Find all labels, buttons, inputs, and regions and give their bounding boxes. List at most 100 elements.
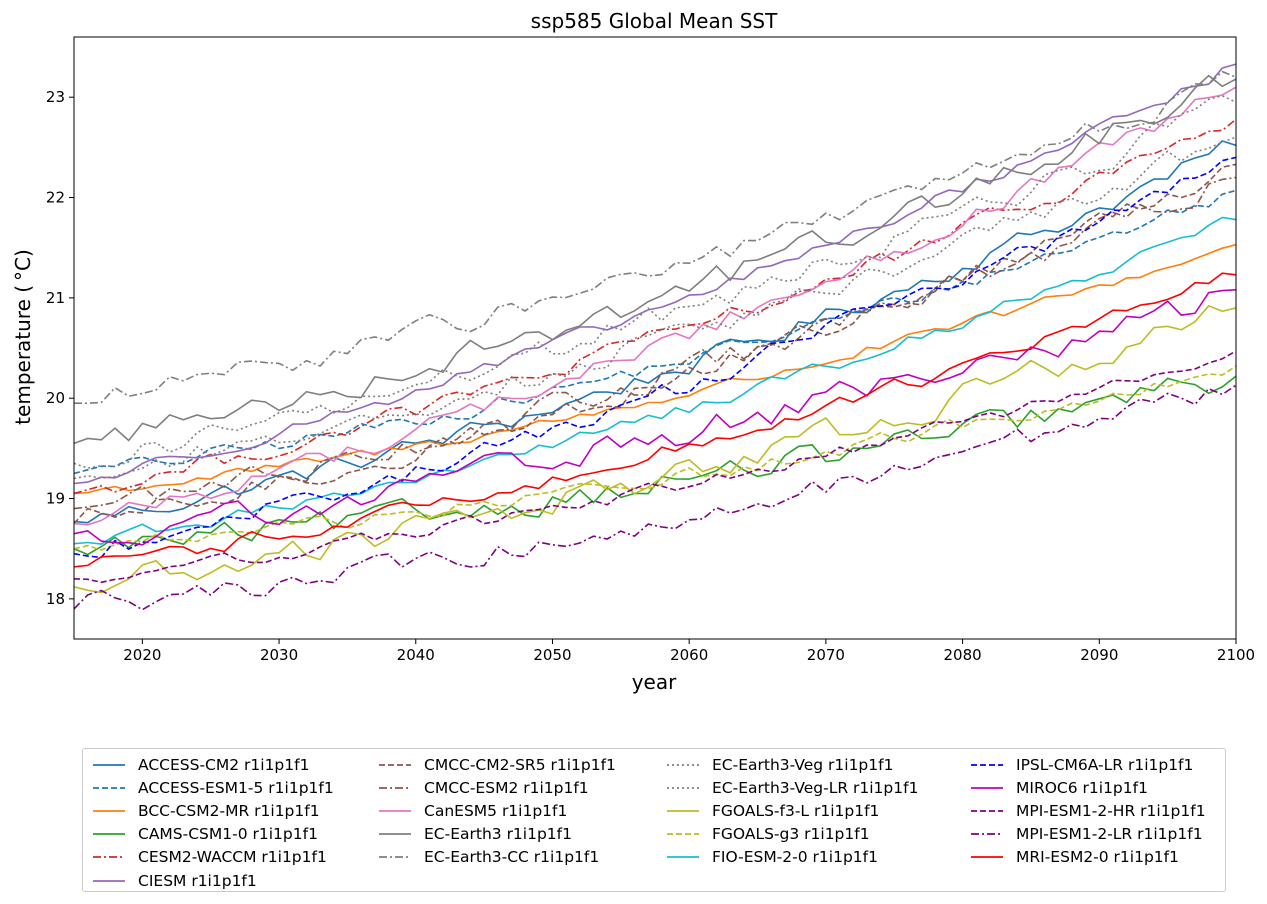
legend-swatch xyxy=(93,810,125,812)
legend-label: EC-Earth3-Veg-LR r1i1p1f1 xyxy=(712,778,919,797)
legend-entry: EC-Earth3-Veg-LR r1i1p1f1 xyxy=(667,776,918,799)
legend-swatch xyxy=(971,856,1003,859)
legend-entry: FIO-ESM-2-0 r1i1p1f1 xyxy=(667,846,918,869)
legend-label: CESM2-WACCM r1i1p1f1 xyxy=(138,848,327,867)
legend-entry: ACCESS-CM2 r1i1p1f1 xyxy=(93,753,334,776)
legend-entry: CanESM5 r1i1p1f1 xyxy=(379,799,616,822)
series-line-cmcc-esm2-r1i1p1f1 xyxy=(74,176,1236,510)
legend-column: CMCC-CM2-SR5 r1i1p1f1 CMCC-ESM2 r1i1p1f1 C… xyxy=(379,753,616,869)
legend-swatch xyxy=(379,786,411,789)
x-tick-label: 2090 xyxy=(1080,646,1118,664)
chart: ssp585 Global Mean SST year temperature … xyxy=(11,9,1255,694)
series-line-ipsl-cm6a-lr-r1i1p1f1 xyxy=(74,156,1236,559)
legend-swatch xyxy=(379,856,411,859)
series-line-cesm2-waccm-r1i1p1f1 xyxy=(74,118,1236,495)
series-line-mri-esm2-0-r1i1p1f1 xyxy=(74,272,1236,568)
legend-swatch xyxy=(379,810,411,812)
legend-label: CAMS-CSM1-0 r1i1p1f1 xyxy=(138,825,318,844)
x-tick-label: 2050 xyxy=(533,646,571,664)
legend-swatch xyxy=(667,786,699,789)
legend-entry: MPI-ESM1-2-HR r1i1p1f1 xyxy=(971,799,1206,822)
legend-entry: EC-Earth3-CC r1i1p1f1 xyxy=(379,846,616,869)
legend-entry: CAMS-CSM1-0 r1i1p1f1 xyxy=(93,823,334,846)
legend-swatch xyxy=(667,810,699,812)
x-tick-label: 2060 xyxy=(670,646,708,664)
legend-label: EC-Earth3-CC r1i1p1f1 xyxy=(424,848,600,867)
legend-label: IPSL-CM6A-LR r1i1p1f1 xyxy=(1016,755,1194,774)
legend-label: FGOALS-f3-L r1i1p1f1 xyxy=(712,801,880,820)
legend-swatch xyxy=(379,763,411,766)
legend-label: FIO-ESM-2-0 r1i1p1f1 xyxy=(712,848,878,867)
series-line-mpi-esm1-2-lr-r1i1p1f1 xyxy=(74,384,1236,611)
x-tick-label: 2100 xyxy=(1217,646,1255,664)
legend-swatch xyxy=(93,879,125,882)
x-tick-label: 2080 xyxy=(943,646,981,664)
legend-entry: FGOALS-g3 r1i1p1f1 xyxy=(667,823,918,846)
x-tick-label: 2020 xyxy=(123,646,161,664)
x-axis-label: year xyxy=(632,670,677,694)
series-line-access-cm2-r1i1p1f1 xyxy=(74,140,1236,524)
y-tick-label: 18 xyxy=(46,590,65,608)
legend-label: EC-Earth3-Veg r1i1p1f1 xyxy=(712,755,894,774)
legend-swatch xyxy=(971,833,1003,836)
legend-swatch xyxy=(667,763,699,766)
legend-label: MPI-ESM1-2-LR r1i1p1f1 xyxy=(1016,825,1203,844)
legend-swatch xyxy=(93,856,125,859)
legend-column: EC-Earth3-Veg r1i1p1f1 EC-Earth3-Veg-LR r… xyxy=(667,753,918,869)
series-line-ec-earth3-cc-r1i1p1f1 xyxy=(74,70,1236,405)
legend-label: ACCESS-ESM1-5 r1i1p1f1 xyxy=(138,778,334,797)
legend-label: CMCC-ESM2 r1i1p1f1 xyxy=(424,778,589,797)
series-line-ec-earth3-veg-r1i1p1f1 xyxy=(74,94,1236,469)
series-line-ciesm-r1i1p1f1 xyxy=(74,63,1236,485)
y-axis-ticks: 18 19 20 21 22 23 xyxy=(46,88,74,608)
x-axis-ticks: 2020 2030 2040 2050 2060 2070 2080 2090 2100 xyxy=(123,639,1255,664)
legend-column: IPSL-CM6A-LR r1i1p1f1 MIROC6 r1i1p1f1 MPI-… xyxy=(971,753,1206,869)
legend-swatch xyxy=(971,763,1003,766)
legend-swatch xyxy=(667,833,699,836)
series-line-cmcc-cm2-sr5-r1i1p1f1 xyxy=(74,163,1236,525)
series-line-ec-earth3-r1i1p1f1 xyxy=(74,74,1236,445)
legend-label: BCC-CSM2-MR r1i1p1f1 xyxy=(138,801,320,820)
y-tick-label: 20 xyxy=(46,389,65,407)
plot-frame xyxy=(73,36,1237,640)
y-axis-label: temperature ( °C) xyxy=(11,249,35,425)
legend-entry: MIROC6 r1i1p1f1 xyxy=(971,776,1206,799)
series-line-fio-esm-2-0-r1i1p1f1 xyxy=(74,216,1236,545)
legend-label: CMCC-CM2-SR5 r1i1p1f1 xyxy=(424,755,616,774)
legend-label: MRI-ESM2-0 r1i1p1f1 xyxy=(1016,848,1179,867)
series-line-miroc6-r1i1p1f1 xyxy=(74,289,1236,546)
legend-column: ACCESS-CM2 r1i1p1f1 ACCESS-ESM1-5 r1i1p1f… xyxy=(93,753,334,892)
legend-label: MIROC6 r1i1p1f1 xyxy=(1016,778,1148,797)
legend-entry: CMCC-ESM2 r1i1p1f1 xyxy=(379,776,616,799)
legend-entry: EC-Earth3-Veg r1i1p1f1 xyxy=(667,753,918,776)
series-line-canesm5-r1i1p1f1 xyxy=(74,86,1236,526)
series-lines xyxy=(74,63,1236,611)
legend-entry: CIESM r1i1p1f1 xyxy=(93,869,334,892)
legend-label: FGOALS-g3 r1i1p1f1 xyxy=(712,825,870,844)
y-tick-label: 19 xyxy=(46,490,65,508)
series-line-fgoals-g3-r1i1p1f1 xyxy=(74,365,1236,551)
legend-label: ACCESS-CM2 r1i1p1f1 xyxy=(138,755,310,774)
legend-entry: CMCC-CM2-SR5 r1i1p1f1 xyxy=(379,753,616,776)
legend-entry: IPSL-CM6A-LR r1i1p1f1 xyxy=(971,753,1206,776)
legend-swatch xyxy=(93,786,125,789)
legend-swatch xyxy=(971,786,1003,789)
legend-swatch xyxy=(93,763,125,766)
series-line-bcc-csm2-mr-r1i1p1f1 xyxy=(74,243,1236,495)
legend-label: MPI-ESM1-2-HR r1i1p1f1 xyxy=(1016,801,1206,820)
legend-swatch xyxy=(93,833,125,836)
y-tick-label: 22 xyxy=(46,189,65,207)
legend-entry: FGOALS-f3-L r1i1p1f1 xyxy=(667,799,918,822)
y-tick-label: 23 xyxy=(46,88,65,106)
legend-swatch xyxy=(971,810,1003,812)
legend: ACCESS-CM2 r1i1p1f1 ACCESS-ESM1-5 r1i1p1f… xyxy=(82,748,1226,892)
chart-title: ssp585 Global Mean SST xyxy=(531,9,778,33)
legend-label: CIESM r1i1p1f1 xyxy=(138,871,257,890)
legend-entry: MPI-ESM1-2-LR r1i1p1f1 xyxy=(971,823,1206,846)
x-tick-label: 2030 xyxy=(260,646,298,664)
x-tick-label: 2070 xyxy=(807,646,845,664)
x-tick-label: 2040 xyxy=(397,646,435,664)
series-line-fgoals-f3-l-r1i1p1f1 xyxy=(74,304,1236,594)
legend-entry: CESM2-WACCM r1i1p1f1 xyxy=(93,846,334,869)
legend-label: CanESM5 r1i1p1f1 xyxy=(424,801,568,820)
